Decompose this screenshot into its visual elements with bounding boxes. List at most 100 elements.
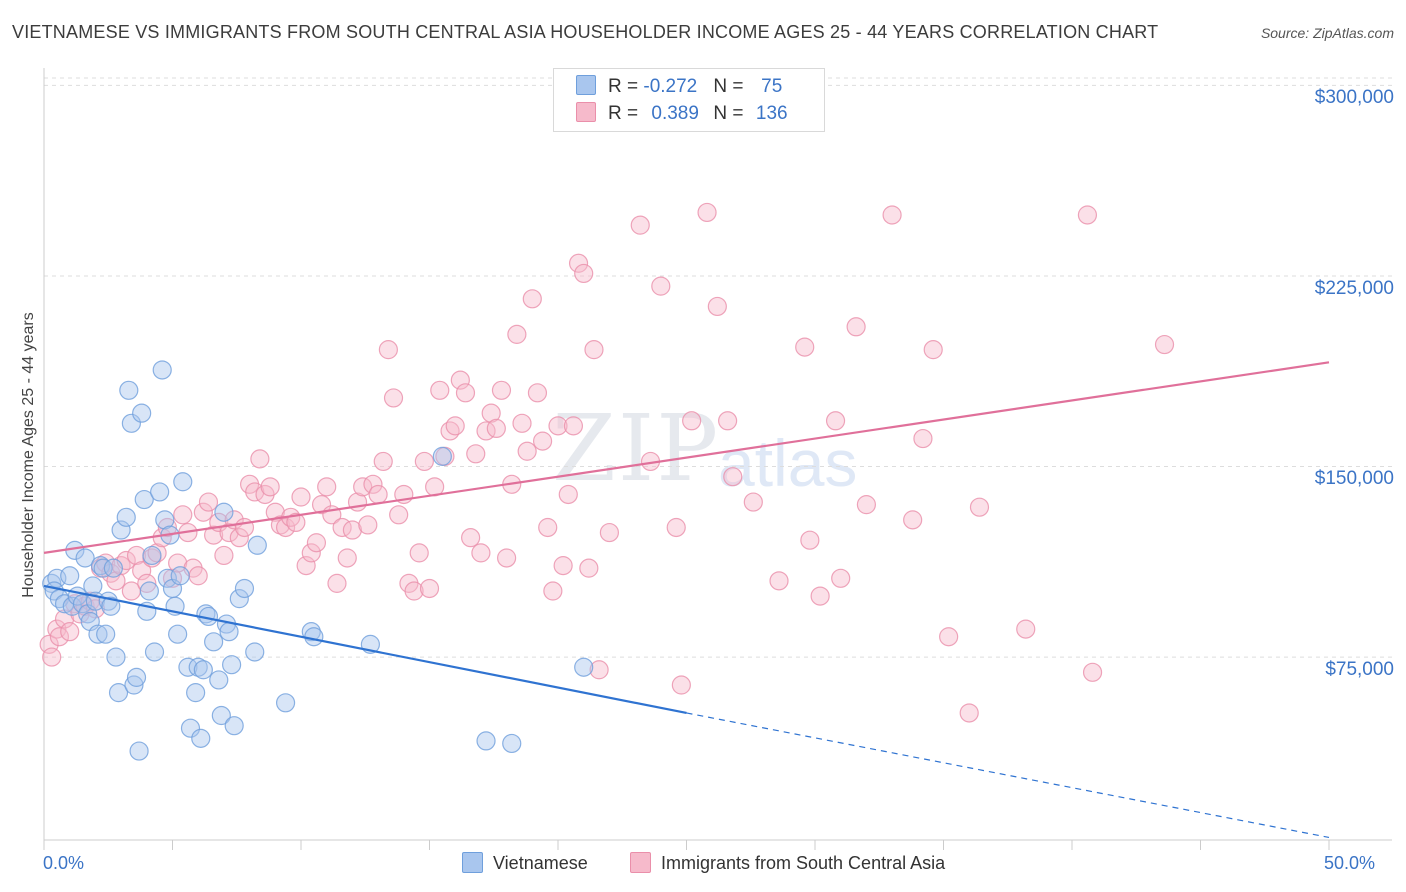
vietnamese-point [211,705,231,726]
vietnamese-point [245,642,265,662]
immigrant-point [522,289,542,309]
immigrant-point [291,487,311,507]
immigrant-point [147,543,167,563]
vietnamese-point [88,624,108,644]
immigrant-point [132,561,152,581]
vietnamese-point [150,482,170,502]
y-tick-label-300000: $300,000 [1314,87,1394,108]
vietnamese-point [142,545,162,566]
immigrant-point [173,505,193,525]
vietnamese-point [209,670,229,690]
immigrant-point [913,428,933,449]
vietnamese-point [101,596,121,616]
immigrant-point [461,528,481,548]
bottom-legend-label: Immigrants from South Central Asia [661,853,946,873]
immigrant-point [599,522,620,543]
immigrant-point [296,556,316,576]
immigrant-point [42,647,62,667]
vietnamese-point [116,507,136,527]
immigrant-point [486,418,506,439]
immigrant-point [204,525,224,545]
immigrant-point [455,383,476,403]
vietnamese-point [144,642,165,662]
x-tick-label-min: 0.0% [43,853,85,873]
immigrant-point [419,578,440,599]
vietnamese-point [93,558,113,578]
immigrant-point [60,622,80,642]
immigrant-point [358,515,378,535]
immigrant-point [563,416,584,436]
immigrant-point [306,533,327,553]
vietnamese-point [96,624,116,644]
immigrant-point [630,215,650,235]
immigrant-point [157,517,177,538]
legend-r-value: 0.389 [651,103,699,124]
source-note: Source: ZipAtlas.com [1260,25,1394,41]
vietnamese-point [502,733,522,754]
immigrant-point [800,530,820,550]
vietnamese-point [432,446,452,466]
legend-r-value: -0.272 [643,76,698,97]
immigrant-point [497,548,517,568]
vietnamese-point [111,520,131,540]
bottom-legend-swatch-blue [462,852,483,873]
immigrant-point [162,568,183,588]
immigrant-point [558,484,578,505]
immigrant-point [666,517,686,538]
immigrant-point [697,202,717,223]
vietnamese-point [574,657,594,677]
immigrant-point [959,703,979,723]
immigrant-point [188,566,208,586]
vietnamese-point [186,683,206,703]
vietnamese-point [229,589,249,609]
x-tick-label-max: 50.0% [1324,853,1376,873]
legend-n-label: N = [713,76,749,97]
immigrant-point [682,411,702,431]
immigrant-point [543,581,563,601]
immigrant-point [265,502,285,522]
immigrant-point [301,543,321,563]
legend-row-vietnamese: R = -0.272 N = 75 [576,75,795,99]
immigrant-point [903,510,923,530]
bottom-legend-label: Vietnamese [493,853,588,873]
y-tick-label-150000: $150,000 [1314,468,1394,489]
immigrant-point [538,517,558,538]
immigrant-point [568,253,589,273]
immigrant-point [250,449,270,469]
immigrant-point [430,380,450,400]
y-tick-label-225000: $225,000 [1314,278,1394,299]
vietnamese-trend-extension [686,712,1330,839]
legend-n-value: 136 [755,103,788,124]
immigrant-point [126,545,147,566]
immigrant-point [846,317,866,337]
immigrant-point [198,492,219,512]
immigrant-point [260,477,280,497]
vietnamese-point [170,566,190,586]
immigrant-point [1077,205,1098,225]
immigrant-point [368,484,388,505]
legend-swatch-pink [576,102,596,122]
y-tick-label-75000: $75,000 [1325,659,1394,680]
vietnamese-point [121,413,141,433]
watermark-zip: ZIP [552,395,721,502]
vietnamese-point [476,731,496,751]
legend-r-label: R = [608,76,644,97]
immigrant-point [342,520,362,540]
vietnamese-point [106,647,126,667]
immigrant-point [579,558,599,578]
legend-swatch-blue [576,75,596,95]
immigrant-point [769,571,789,591]
vietnamese-point [152,360,172,380]
immigrant-point [1154,334,1175,355]
legend-n-value: 75 [761,76,783,97]
immigrant-point [969,497,990,517]
vietnamese-point [214,502,234,522]
bottom-legend-immigrants: Immigrants from South Central Asia [630,852,945,874]
vietnamese-point [222,655,242,675]
immigrant-point [219,522,239,543]
vietnamese-point [129,741,149,761]
immigrant-point [383,388,404,408]
vietnamese-point [204,632,224,652]
vietnamese-point [191,728,211,748]
immigrant-point [378,340,398,360]
